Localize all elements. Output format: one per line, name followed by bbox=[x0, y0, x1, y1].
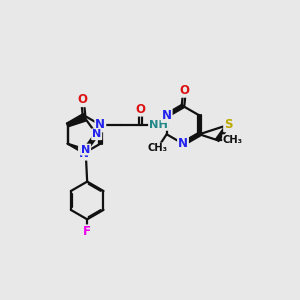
Text: F: F bbox=[83, 225, 91, 239]
Text: N: N bbox=[81, 145, 90, 154]
Text: NH: NH bbox=[149, 120, 168, 130]
Text: N: N bbox=[178, 137, 188, 150]
Text: S: S bbox=[224, 118, 232, 131]
Text: CH₃: CH₃ bbox=[223, 135, 243, 145]
Text: N: N bbox=[79, 147, 89, 160]
Text: N: N bbox=[95, 118, 105, 131]
Text: O: O bbox=[180, 84, 190, 97]
Text: N: N bbox=[92, 129, 101, 139]
Text: N: N bbox=[162, 109, 172, 122]
Text: CH₃: CH₃ bbox=[147, 143, 167, 153]
Text: O: O bbox=[135, 103, 145, 116]
Text: O: O bbox=[77, 93, 87, 106]
